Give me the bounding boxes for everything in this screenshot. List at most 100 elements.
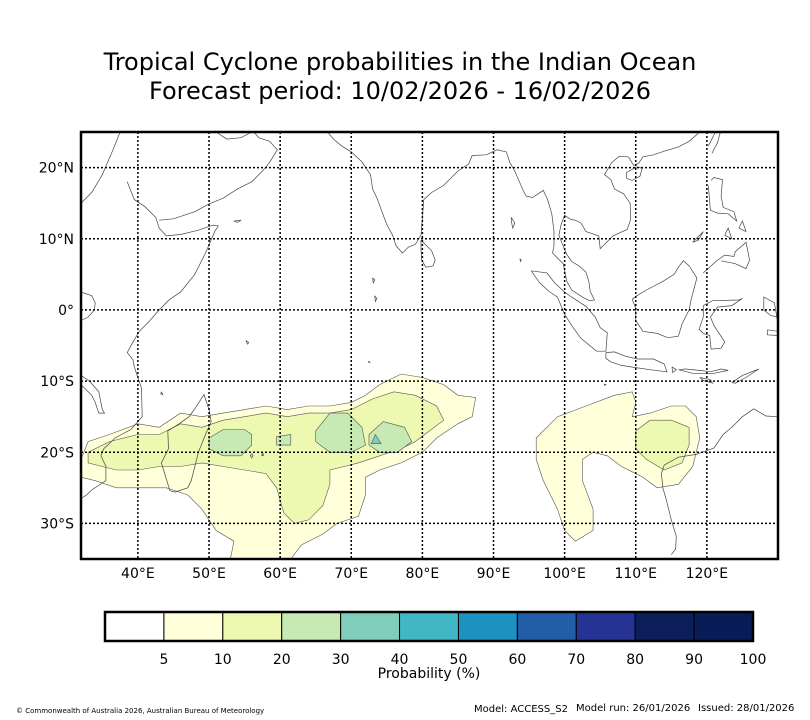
coastline (372, 277, 376, 285)
probability-region-20 (315, 412, 366, 453)
coastline (664, 408, 778, 466)
coastline (763, 296, 778, 325)
map-title: Tropical Cyclone probabilities in the In… (103, 48, 697, 76)
colorbar-label: Probability (%) (378, 666, 481, 682)
longitude-tick-label: 120°E (686, 566, 729, 582)
coastline (81, 132, 121, 204)
coastline (707, 132, 721, 154)
coastline (249, 453, 254, 459)
longitude-tick-label: 80°E (406, 566, 440, 582)
longitude-tick-label: 70°E (334, 566, 368, 582)
coastline (160, 391, 164, 396)
colorbar-tick-label: 30 (332, 652, 350, 668)
coastline (290, 132, 701, 302)
colorbar-tick-label: 40 (391, 652, 409, 668)
longitude-tick-label: 50°E (192, 566, 226, 582)
latitude-tick-label: 30°S (40, 516, 74, 532)
colorbar-ticks: 5 10 20 30 40 50 60 70 80 90 100 (159, 652, 766, 668)
colorbar-tick-label: 20 (273, 652, 291, 668)
forecast-period: Forecast period: 10/02/2026 - 16/02/2026 (149, 77, 651, 105)
map-frame (79, 130, 780, 561)
coastline (159, 132, 278, 221)
coastline (698, 298, 743, 350)
colorbar-segment (693, 611, 754, 642)
coastline (261, 452, 265, 457)
colorbar-segment (281, 611, 342, 642)
probability-regions (81, 373, 701, 559)
title-block: Tropical Cyclone probabilities in the In… (0, 48, 800, 106)
coastline (678, 368, 729, 374)
colorbar-segment (340, 611, 401, 642)
issued-date: Issued: 28/01/2026 (698, 703, 795, 714)
coastline (215, 132, 252, 140)
coastline (233, 219, 242, 223)
coastline (530, 270, 608, 352)
coastlines (81, 132, 778, 555)
coastline (731, 368, 759, 384)
colorbar-tick-label: 10 (214, 652, 232, 668)
coastline (420, 239, 436, 268)
coastline (81, 291, 96, 321)
coastline (703, 241, 750, 274)
longitude-tick-label: 40°E (121, 566, 155, 582)
colorbar-tick-label: 50 (450, 652, 468, 668)
probability-region-20 (368, 421, 413, 453)
colorbar-tick-label: 5 (159, 652, 168, 668)
latitude-tick-label: 10°S (40, 374, 74, 390)
colorbar-tick-label: 80 (626, 652, 644, 668)
colorbar-segment (457, 611, 518, 642)
coastline (605, 351, 668, 373)
axis-labels: 40°E 50°E 60°E 70°E 80°E 90°E 100°E 110°E 120°E 2… (39, 161, 728, 582)
probability-region-20 (208, 429, 252, 457)
model-name: Model: ACCESS_S2 (474, 704, 568, 715)
coastline (367, 360, 371, 364)
coastline (661, 464, 677, 555)
probability-region-30 (370, 433, 382, 444)
model-run-date: Model run: 26/01/2026 (576, 703, 691, 714)
colorbar-tick-label: 90 (685, 652, 703, 668)
coastline (707, 177, 738, 223)
longitude-tick-label: 100°E (543, 566, 586, 582)
coastline (81, 375, 106, 414)
coastline (519, 258, 522, 263)
coastline (692, 231, 704, 243)
colorbar-tick-label: 100 (740, 652, 767, 668)
colorbar-segment (516, 611, 577, 642)
colorbar-tick-label: 60 (508, 652, 526, 668)
coastline (626, 166, 643, 181)
colorbar-segment (104, 611, 165, 642)
coastline (766, 329, 778, 336)
longitude-tick-label: 110°E (614, 566, 657, 582)
copyright-notice: © Commonwealth of Australia 2026, Austra… (16, 707, 265, 715)
coastline (671, 366, 677, 374)
latitude-tick-label: 0° (58, 303, 74, 319)
coastline (724, 227, 733, 240)
coastline (81, 181, 219, 499)
probability-region-10 (635, 419, 690, 471)
longitude-tick-label: 90°E (477, 566, 511, 582)
graticule (81, 132, 778, 559)
colorbar-segment (163, 611, 224, 642)
latitude-tick-label: 20°S (40, 445, 74, 461)
colorbar-tick-label: 70 (567, 652, 585, 668)
probability-region-20 (276, 434, 292, 446)
coastline (374, 295, 378, 303)
coastline (699, 377, 714, 384)
coastline (738, 220, 747, 233)
longitude-tick-label: 60°E (263, 566, 297, 582)
coastline (161, 393, 212, 493)
coastline (604, 383, 607, 387)
coastline (245, 340, 250, 345)
probability-region-5 (535, 391, 701, 542)
colorbar-segment (222, 611, 283, 642)
colorbar (103, 610, 755, 643)
latitude-tick-label: 10°N (39, 232, 74, 248)
colorbar-frame (103, 610, 755, 643)
latitude-tick-label: 20°N (39, 161, 74, 177)
colorbar-segment (634, 611, 695, 642)
colorbar-segment (399, 611, 459, 642)
colorbar-segment (575, 611, 636, 642)
coastline (631, 260, 698, 339)
coastline (510, 217, 516, 230)
